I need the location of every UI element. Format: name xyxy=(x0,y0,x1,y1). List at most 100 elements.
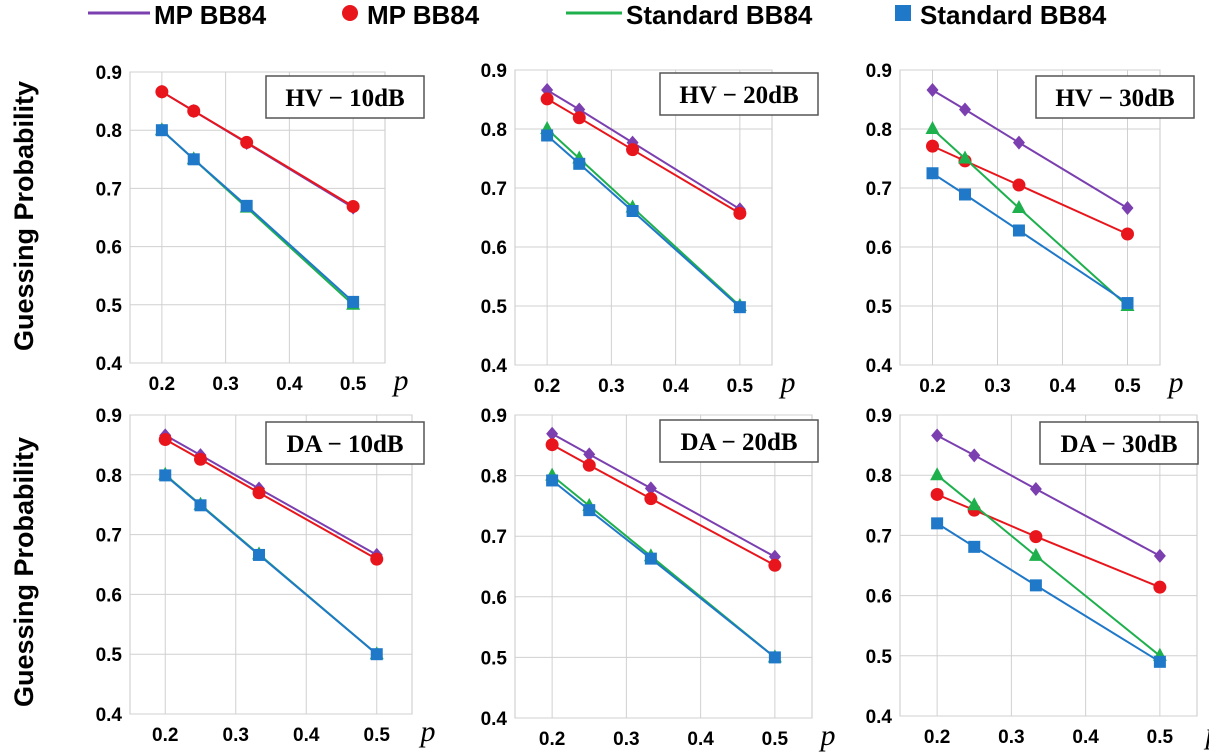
data-point-circle xyxy=(545,438,559,452)
series-line-diamond xyxy=(936,434,1161,557)
y-tick-label: 0.8 xyxy=(96,121,122,142)
x-tick-label: 0.5 xyxy=(1147,727,1174,748)
y-tick-label: 0.6 xyxy=(866,587,892,608)
legend-label: Standard BB84 xyxy=(920,0,1107,30)
data-point-circle xyxy=(240,135,254,149)
legend-item-standard-marker: Standard BB84 xyxy=(880,0,1106,30)
data-point-circle xyxy=(926,139,939,153)
panel-title-box xyxy=(265,75,425,119)
data-point-square xyxy=(187,153,200,166)
y-tick-label: 0.5 xyxy=(96,296,123,317)
data-point-triangle xyxy=(967,497,982,511)
panel-title-box xyxy=(659,419,819,463)
x-tick-label: 0.4 xyxy=(662,376,689,397)
chart-panel-2: 0.4 0.5 0.6 0.7 0.8 0.9 0.2 0.3 0.4 0.5 p HV − 20dB xyxy=(481,61,819,399)
x-tick-label: 0.3 xyxy=(998,727,1024,748)
x-tick-label: 0.2 xyxy=(919,376,945,397)
panel-title: HV − 10dB xyxy=(285,85,404,112)
series-line-circle xyxy=(936,493,1161,589)
legend-item-mp-marker: MP BB84 xyxy=(339,0,479,30)
data-point-circle xyxy=(1029,530,1043,544)
x-tick-label: 0.5 xyxy=(340,374,367,395)
y-tick-label: 0.8 xyxy=(96,466,122,487)
y-tick-label: 0.8 xyxy=(481,467,507,488)
y-tick-label: 0.9 xyxy=(96,63,122,84)
data-point-circle xyxy=(930,487,944,501)
panel-title: DA − 30dB xyxy=(1060,431,1177,458)
data-point-triangle xyxy=(925,121,940,134)
x-tick-label: 0.2 xyxy=(152,725,178,746)
data-point-circle xyxy=(1121,227,1134,241)
legend-label: Standard BB84 xyxy=(626,0,813,30)
series-line-diamond xyxy=(931,89,1129,209)
data-point-diamond xyxy=(931,428,944,443)
x-tick-label: 0.2 xyxy=(149,374,175,395)
y-tick-label: 0.8 xyxy=(866,120,892,141)
data-point-square xyxy=(240,199,253,212)
legend-item-standard-line: Standard BB84 xyxy=(566,0,812,30)
series-line-square xyxy=(936,522,1161,663)
x-axis-label: p xyxy=(819,719,836,752)
data-point-circle xyxy=(540,92,554,106)
y-tick-label: 0.6 xyxy=(96,238,122,259)
x-axis-label: p xyxy=(392,364,409,397)
x-tick-label: 0.3 xyxy=(984,376,1010,397)
series-line-circle xyxy=(161,90,354,208)
data-point-square xyxy=(194,499,207,512)
panel-title-box xyxy=(1035,75,1195,119)
x-tick-label: 0.4 xyxy=(293,725,320,746)
y-tick-label: 0.9 xyxy=(866,61,892,82)
series-line-circle xyxy=(164,438,378,560)
x-tick-label: 0.3 xyxy=(598,376,624,397)
series-line-square xyxy=(931,172,1129,304)
y-tick-label: 0.4 xyxy=(481,709,508,730)
x-tick-label: 0.4 xyxy=(1072,727,1099,748)
y-tick-label: 0.5 xyxy=(481,648,508,669)
y-tick-label: 0.8 xyxy=(866,466,892,487)
data-point-triangle xyxy=(930,467,945,481)
data-point-circle xyxy=(626,143,640,157)
y-tick-label: 0.5 xyxy=(96,645,123,666)
series-line-triangle xyxy=(931,128,1129,307)
y-tick-label: 0.7 xyxy=(96,179,122,200)
data-point-circle xyxy=(1153,580,1167,594)
data-point-diamond xyxy=(583,447,596,462)
data-point-triangle xyxy=(1028,547,1043,561)
legend-swatch-square-icon xyxy=(895,5,911,21)
series-line-circle xyxy=(546,98,741,215)
series-line-circle xyxy=(551,443,776,567)
y-tick-label: 0.6 xyxy=(481,238,507,259)
chart-panel-6: 0.4 0.5 0.6 0.7 0.8 0.9 0.2 0.3 0.4 0.5 p DA − 30dB xyxy=(866,406,1209,750)
y-tick-label: 0.7 xyxy=(866,179,892,200)
y-tick-label: 0.7 xyxy=(96,526,122,547)
x-tick-label: 0.3 xyxy=(613,729,639,750)
data-point-circle xyxy=(194,452,207,466)
chart-panel-1: 0.4 0.5 0.6 0.7 0.8 0.9 0.2 0.3 0.4 0.5 p HV − 10dB xyxy=(96,63,425,397)
series-line-square xyxy=(551,479,776,659)
y-tick-label: 0.9 xyxy=(866,406,892,427)
data-point-circle xyxy=(187,104,201,118)
data-point-circle xyxy=(155,85,169,99)
series-line-diamond xyxy=(164,434,378,556)
y-tick-label: 0.7 xyxy=(481,527,507,548)
x-tick-label: 0.5 xyxy=(1114,376,1141,397)
y-tick-label: 0.4 xyxy=(481,356,508,377)
data-point-circle xyxy=(252,486,266,500)
data-point-circle xyxy=(158,433,172,447)
data-point-circle xyxy=(370,552,384,566)
data-point-square xyxy=(347,295,360,308)
x-tick-label: 0.4 xyxy=(276,374,303,395)
data-point-square xyxy=(370,648,383,661)
data-point-circle xyxy=(1012,178,1026,192)
data-point-square xyxy=(959,188,971,201)
y-tick-label: 0.4 xyxy=(96,705,123,726)
y-tick-label: 0.5 xyxy=(866,647,893,668)
x-tick-label: 0.2 xyxy=(924,727,950,748)
y-tick-label: 0.9 xyxy=(481,406,507,427)
data-point-square xyxy=(626,205,639,218)
x-axis-label: p xyxy=(1204,717,1209,750)
data-point-square xyxy=(1029,579,1042,592)
data-point-triangle xyxy=(958,150,972,164)
data-point-diamond xyxy=(968,448,981,463)
data-point-circle xyxy=(572,111,586,125)
